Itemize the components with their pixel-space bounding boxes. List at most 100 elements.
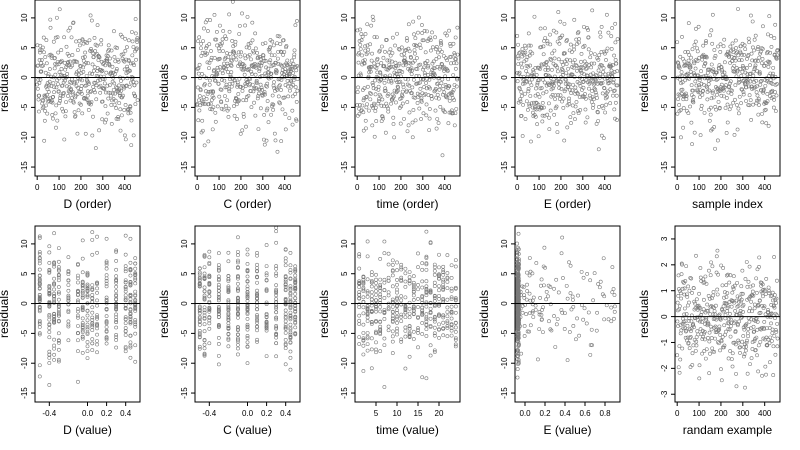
residual-point (699, 69, 703, 74)
residual-point (449, 333, 454, 338)
residual-point (290, 94, 295, 99)
x-tick-label: 15 (414, 409, 423, 418)
residual-point (516, 262, 521, 266)
residual-point (714, 317, 719, 322)
residual-point (401, 101, 405, 106)
residual-point (283, 312, 288, 316)
residual-point (748, 98, 753, 103)
residual-point (413, 51, 417, 56)
residual-point (274, 324, 279, 328)
residual-point (447, 98, 452, 103)
residual-point (525, 282, 529, 287)
residual-point (428, 290, 433, 295)
residual-point (133, 305, 138, 310)
residual-point (52, 262, 56, 267)
residual-point (104, 260, 109, 265)
residual-point (758, 310, 763, 315)
residual-point (116, 57, 120, 62)
residual-point (707, 268, 711, 273)
residual-point (548, 42, 553, 47)
residual-point (240, 128, 245, 133)
residual-point (428, 35, 433, 40)
residual-point (432, 73, 437, 77)
residual-point (424, 327, 429, 332)
residual-point (705, 308, 709, 313)
residual-point (398, 121, 403, 126)
residual-point (540, 100, 545, 105)
residual-point (692, 130, 697, 135)
residual-point (528, 63, 532, 68)
residual-point (281, 38, 286, 43)
residual-point (86, 61, 91, 66)
y-tick-label: -10 (660, 131, 669, 143)
residual-point (226, 316, 231, 321)
residual-point (754, 90, 759, 95)
residual-point (56, 347, 61, 352)
residual-point (453, 264, 458, 269)
residual-point (56, 50, 61, 55)
residual-point (390, 318, 395, 323)
residual-point (202, 322, 207, 327)
residual-point (70, 63, 75, 68)
residual-point (395, 295, 399, 300)
residual-point (42, 50, 46, 55)
residual-point (75, 60, 80, 65)
residual-point (525, 270, 529, 275)
residual-point (691, 286, 696, 291)
residual-point (216, 307, 221, 312)
residual-point (432, 325, 437, 330)
residual-point (226, 326, 231, 331)
residual-point (453, 310, 458, 315)
residual-point (537, 94, 542, 99)
residual-point (283, 127, 288, 132)
residual-point (437, 312, 441, 317)
residual-point (63, 114, 68, 119)
residual-point (409, 66, 414, 71)
residual-point (104, 337, 109, 342)
residual-point (47, 83, 52, 88)
residual-point (683, 50, 688, 54)
residual-point (37, 332, 42, 337)
residual-point (399, 294, 404, 299)
residual-point (454, 61, 459, 66)
residual-point (411, 297, 416, 302)
residual-point (531, 110, 535, 115)
residual-point (366, 74, 371, 79)
residual-point (115, 46, 119, 50)
residual-point (123, 286, 128, 291)
residual-point (216, 268, 221, 273)
residual-point (520, 134, 525, 138)
residual-point (745, 338, 749, 343)
residual-point (526, 89, 531, 94)
residual-point (35, 86, 40, 91)
residual-point (392, 94, 396, 99)
residual-point (582, 306, 587, 311)
residual-point (714, 107, 719, 112)
residual-point (378, 330, 383, 335)
residual-point (520, 81, 525, 86)
residual-point (564, 77, 568, 82)
residual-point (114, 338, 119, 342)
y-tick-label: 0 (340, 301, 349, 306)
residual-point (525, 72, 530, 77)
residual-point (85, 332, 90, 336)
residual-point (441, 287, 446, 292)
residual-point (708, 33, 712, 38)
residual-point (687, 346, 692, 351)
residual-point (90, 287, 95, 292)
residual-point (363, 44, 367, 49)
residual-point (225, 51, 229, 56)
y-tick-label: -5 (340, 103, 349, 111)
residual-point (360, 103, 365, 108)
residual-point (772, 255, 776, 259)
residual-point (768, 50, 773, 55)
residual-point (227, 81, 232, 86)
residual-point (379, 61, 384, 65)
y-tick-label: -15 (500, 387, 509, 399)
residual-point (606, 317, 611, 322)
residual-point (288, 88, 292, 93)
residual-point (772, 333, 777, 338)
residual-point (711, 67, 716, 72)
residual-point (209, 49, 213, 53)
residual-point (453, 329, 458, 334)
